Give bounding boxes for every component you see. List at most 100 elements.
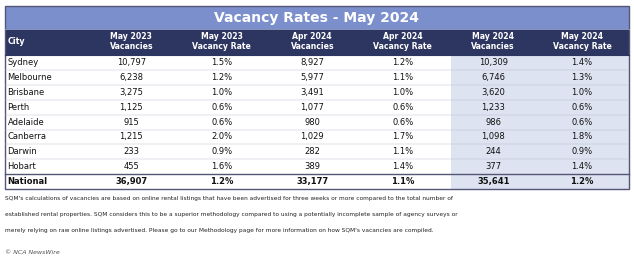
- Text: 915: 915: [124, 118, 139, 126]
- FancyBboxPatch shape: [535, 70, 629, 85]
- FancyBboxPatch shape: [451, 144, 535, 159]
- Text: 0.6%: 0.6%: [211, 118, 233, 126]
- Text: 1.5%: 1.5%: [211, 58, 233, 67]
- Text: 0.6%: 0.6%: [211, 103, 233, 111]
- Text: City: City: [8, 37, 25, 46]
- Text: 10,309: 10,309: [479, 58, 508, 67]
- Text: 5,977: 5,977: [301, 73, 324, 82]
- Text: May 2024
Vacancies: May 2024 Vacancies: [472, 32, 515, 52]
- Text: 0.9%: 0.9%: [211, 148, 233, 156]
- FancyBboxPatch shape: [5, 29, 629, 55]
- FancyBboxPatch shape: [5, 144, 629, 159]
- Text: Canberra: Canberra: [8, 133, 46, 141]
- FancyBboxPatch shape: [451, 85, 535, 100]
- Text: Brisbane: Brisbane: [8, 88, 45, 96]
- Text: 377: 377: [485, 163, 501, 171]
- FancyBboxPatch shape: [535, 115, 629, 130]
- Text: 3,620: 3,620: [481, 88, 505, 96]
- Text: Apr 2024
Vacancies: Apr 2024 Vacancies: [290, 32, 334, 52]
- FancyBboxPatch shape: [5, 85, 629, 100]
- Text: Melbourne: Melbourne: [8, 73, 53, 82]
- Text: 1.6%: 1.6%: [211, 163, 233, 171]
- Text: 1.4%: 1.4%: [572, 58, 593, 67]
- Text: 1.0%: 1.0%: [211, 88, 233, 96]
- Text: May 2023
Vacancies: May 2023 Vacancies: [110, 32, 153, 52]
- FancyBboxPatch shape: [451, 100, 535, 115]
- Text: 1.2%: 1.2%: [211, 73, 233, 82]
- FancyBboxPatch shape: [451, 55, 535, 70]
- Text: 1.8%: 1.8%: [571, 133, 593, 141]
- Text: 3,275: 3,275: [119, 88, 143, 96]
- FancyBboxPatch shape: [5, 100, 629, 115]
- FancyBboxPatch shape: [535, 144, 629, 159]
- Text: 35,641: 35,641: [477, 178, 510, 186]
- Text: 33,177: 33,177: [296, 178, 328, 186]
- Text: 1.1%: 1.1%: [392, 73, 413, 82]
- Text: 1.0%: 1.0%: [572, 88, 593, 96]
- Text: 0.9%: 0.9%: [572, 148, 593, 156]
- FancyBboxPatch shape: [535, 100, 629, 115]
- Text: 233: 233: [124, 148, 139, 156]
- FancyBboxPatch shape: [451, 174, 535, 189]
- Text: 1.7%: 1.7%: [392, 133, 413, 141]
- Text: 1.4%: 1.4%: [572, 163, 593, 171]
- Text: 1.4%: 1.4%: [392, 163, 413, 171]
- Text: 1.1%: 1.1%: [392, 148, 413, 156]
- Text: May 2023
Vacancy Rate: May 2023 Vacancy Rate: [193, 32, 251, 52]
- FancyBboxPatch shape: [535, 130, 629, 144]
- Text: 0.6%: 0.6%: [392, 103, 413, 111]
- Text: 1,077: 1,077: [301, 103, 324, 111]
- Text: 1,029: 1,029: [301, 133, 324, 141]
- FancyBboxPatch shape: [5, 55, 629, 70]
- Text: 1.1%: 1.1%: [391, 178, 415, 186]
- Text: 1.2%: 1.2%: [210, 178, 233, 186]
- Text: 1.0%: 1.0%: [392, 88, 413, 96]
- Text: 0.6%: 0.6%: [392, 118, 413, 126]
- FancyBboxPatch shape: [451, 159, 535, 174]
- Text: 1.3%: 1.3%: [571, 73, 593, 82]
- Text: 1,098: 1,098: [481, 133, 505, 141]
- Text: 1,233: 1,233: [481, 103, 505, 111]
- Text: © NCA NewsWire: © NCA NewsWire: [5, 251, 60, 255]
- Text: 1.2%: 1.2%: [571, 178, 594, 186]
- Text: 8,927: 8,927: [301, 58, 324, 67]
- Text: Perth: Perth: [8, 103, 30, 111]
- Text: National: National: [8, 178, 48, 186]
- Text: Apr 2024
Vacancy Rate: Apr 2024 Vacancy Rate: [373, 32, 432, 52]
- Text: 389: 389: [304, 163, 320, 171]
- FancyBboxPatch shape: [451, 115, 535, 130]
- FancyBboxPatch shape: [5, 6, 629, 29]
- Text: 0.6%: 0.6%: [571, 118, 593, 126]
- Text: 2.0%: 2.0%: [211, 133, 233, 141]
- FancyBboxPatch shape: [451, 130, 535, 144]
- FancyBboxPatch shape: [535, 85, 629, 100]
- FancyBboxPatch shape: [535, 159, 629, 174]
- Text: 1.2%: 1.2%: [392, 58, 413, 67]
- FancyBboxPatch shape: [5, 70, 629, 85]
- Text: 1,125: 1,125: [120, 103, 143, 111]
- Text: 980: 980: [304, 118, 320, 126]
- Text: 10,797: 10,797: [117, 58, 146, 67]
- FancyBboxPatch shape: [5, 130, 629, 144]
- Text: SQM's calculations of vacancies are based on online rental listings that have be: SQM's calculations of vacancies are base…: [5, 196, 453, 201]
- Text: 986: 986: [485, 118, 501, 126]
- Text: 455: 455: [124, 163, 139, 171]
- Text: merely relying on raw online listings advertised. Please go to our Methodology p: merely relying on raw online listings ad…: [5, 228, 434, 233]
- Text: 282: 282: [304, 148, 320, 156]
- Text: 6,238: 6,238: [119, 73, 143, 82]
- FancyBboxPatch shape: [5, 115, 629, 130]
- Text: Adelaide: Adelaide: [8, 118, 44, 126]
- FancyBboxPatch shape: [535, 174, 629, 189]
- Text: 36,907: 36,907: [115, 178, 148, 186]
- FancyBboxPatch shape: [5, 174, 629, 189]
- Text: established rental properties. SQM considers this to be a superior methodology c: established rental properties. SQM consi…: [5, 212, 458, 217]
- Text: 0.6%: 0.6%: [571, 103, 593, 111]
- Text: Sydney: Sydney: [8, 58, 39, 67]
- Text: 1,215: 1,215: [120, 133, 143, 141]
- Text: Hobart: Hobart: [8, 163, 36, 171]
- FancyBboxPatch shape: [5, 159, 629, 174]
- Text: 6,746: 6,746: [481, 73, 505, 82]
- Text: Darwin: Darwin: [8, 148, 37, 156]
- Text: Vacancy Rates - May 2024: Vacancy Rates - May 2024: [214, 11, 420, 25]
- Text: May 2024
Vacancy Rate: May 2024 Vacancy Rate: [553, 32, 612, 52]
